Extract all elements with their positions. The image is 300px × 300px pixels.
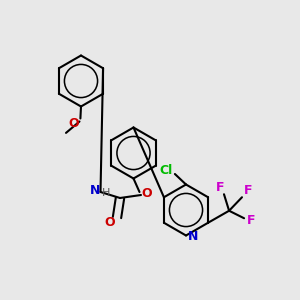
Text: O: O: [68, 117, 79, 130]
Text: O: O: [104, 215, 115, 229]
Text: F: F: [247, 214, 255, 227]
Text: H: H: [102, 188, 110, 199]
Text: F: F: [216, 181, 224, 194]
Text: Cl: Cl: [160, 164, 173, 177]
Text: O: O: [141, 187, 152, 200]
Text: F: F: [244, 184, 252, 197]
Text: N: N: [90, 184, 100, 197]
Text: N: N: [188, 230, 199, 244]
